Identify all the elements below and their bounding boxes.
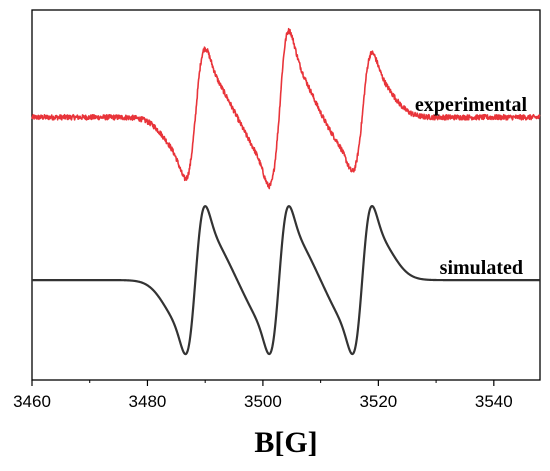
series-group [31, 27, 541, 356]
x-tick-label: 3500 [244, 392, 282, 411]
experimental-series-label: experimental [415, 94, 528, 116]
simulated-series-label: simulated [440, 257, 523, 279]
x-axis-tick-labels: 3460 3480 3500 3520 3540 [13, 392, 513, 411]
simulated-series-line [31, 205, 541, 356]
experimental-series-line [31, 27, 541, 190]
x-tick-label: 3480 [129, 392, 167, 411]
plot-frame [31, 9, 541, 381]
x-axis-title: B[G] [254, 426, 317, 459]
x-axis-ticks [31, 380, 495, 386]
x-tick-label: 3460 [13, 392, 51, 411]
x-tick-label: 3520 [359, 392, 397, 411]
series-labels: experimental simulated [415, 94, 528, 279]
x-tick-label: 3540 [475, 392, 513, 411]
